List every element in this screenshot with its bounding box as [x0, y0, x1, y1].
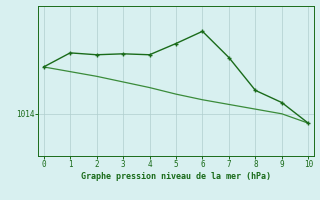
X-axis label: Graphe pression niveau de la mer (hPa): Graphe pression niveau de la mer (hPa) — [81, 172, 271, 181]
